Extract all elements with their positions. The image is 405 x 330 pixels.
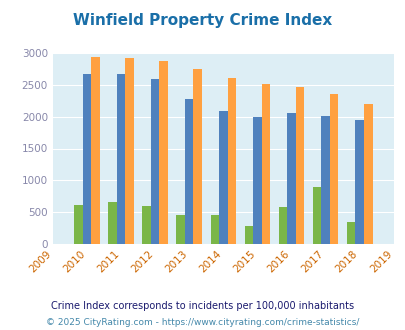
Text: © 2025 CityRating.com - https://www.cityrating.com/crime-statistics/: © 2025 CityRating.com - https://www.city… [46, 318, 359, 327]
Bar [346, 222, 354, 244]
Bar [142, 206, 150, 244]
Bar [184, 99, 193, 244]
Bar [286, 113, 295, 244]
Bar [82, 74, 91, 244]
Bar [74, 205, 83, 244]
Bar [218, 111, 227, 244]
Bar [261, 84, 270, 244]
Bar [354, 120, 363, 244]
Bar [278, 207, 286, 244]
Text: Crime Index corresponds to incidents per 100,000 inhabitants: Crime Index corresponds to incidents per… [51, 301, 354, 311]
Bar [116, 74, 125, 244]
Bar [125, 58, 133, 244]
Text: Winfield Property Crime Index: Winfield Property Crime Index [73, 13, 332, 28]
Bar [312, 187, 320, 244]
Bar [244, 226, 252, 244]
Bar [329, 94, 338, 244]
Bar [363, 104, 371, 244]
Bar [210, 215, 218, 244]
Bar [159, 61, 167, 244]
Bar [108, 202, 116, 244]
Bar [91, 57, 99, 244]
Bar [193, 69, 202, 244]
Bar [150, 79, 159, 244]
Bar [252, 116, 261, 244]
Bar [227, 78, 235, 244]
Bar [176, 215, 184, 244]
Bar [321, 116, 329, 244]
Bar [295, 86, 303, 244]
